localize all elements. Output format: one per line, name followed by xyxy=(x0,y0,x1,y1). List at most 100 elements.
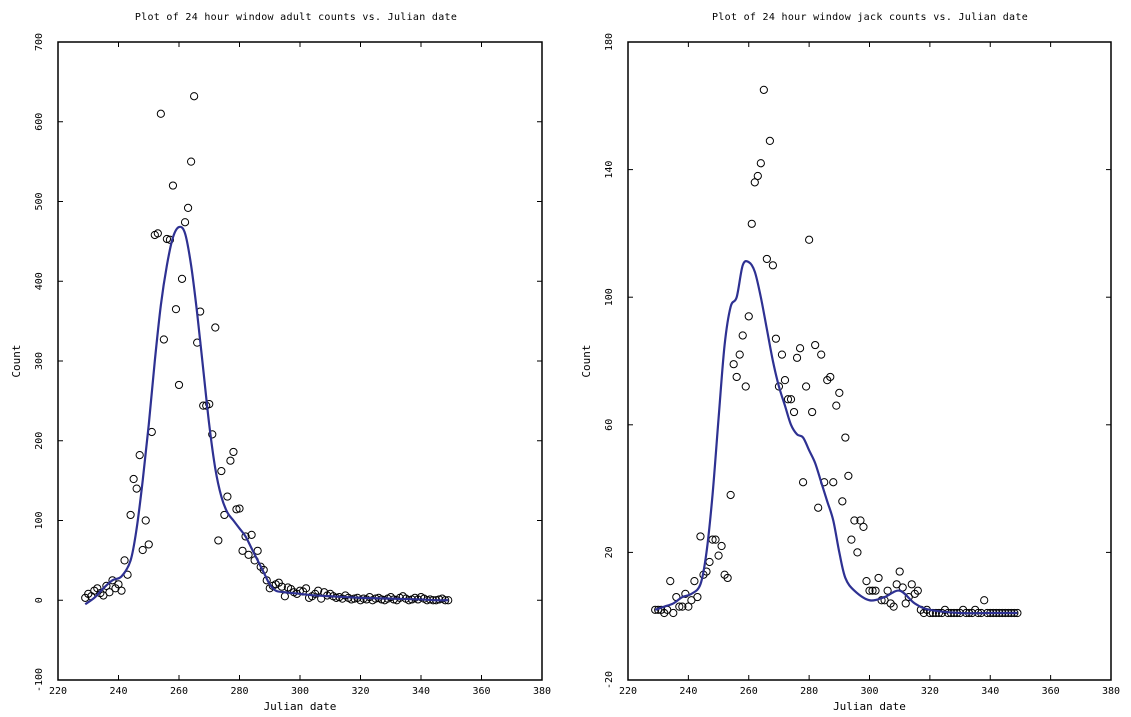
jack-data-point xyxy=(678,602,687,611)
jack-data-point xyxy=(859,522,868,531)
plot-frame xyxy=(57,41,543,681)
jack-data-point xyxy=(862,577,871,586)
x-axis-label: Julian date xyxy=(833,700,906,713)
jack-data-point xyxy=(732,372,741,382)
adult-data-point xyxy=(165,235,175,244)
jack-data-point xyxy=(832,401,841,410)
jack-data-point xyxy=(865,586,874,595)
y-tick-label: 60 xyxy=(604,419,615,431)
x-tick-label: 340 xyxy=(981,686,999,697)
y-tick-label: 20 xyxy=(604,546,615,558)
adult-data-point xyxy=(114,580,123,589)
x-tick-label: 380 xyxy=(533,686,551,697)
adult-data-point xyxy=(208,430,217,439)
adult-data-point xyxy=(168,181,178,190)
adult-data-point xyxy=(244,550,253,559)
adult-data-point xyxy=(174,380,184,390)
x-tick-label: 260 xyxy=(170,686,188,697)
y-axis-label: Count xyxy=(10,344,23,377)
x-tick-label: 260 xyxy=(740,686,758,697)
adult-data-point xyxy=(162,234,171,244)
jack-data-point xyxy=(705,557,714,567)
adult-data-point xyxy=(241,532,250,541)
adult-data-point xyxy=(117,586,126,595)
jack-data-point xyxy=(829,478,838,487)
adult-data-point xyxy=(232,505,241,514)
adult-data-point xyxy=(132,484,141,493)
chart-title: Plot of 24 hour window jack counts vs. J… xyxy=(712,12,1028,23)
adult-data-point xyxy=(156,109,165,118)
jack-data-point xyxy=(675,602,684,611)
x-tick-label: 320 xyxy=(351,686,369,697)
x-tick-label: 280 xyxy=(800,686,818,697)
jack-data-point xyxy=(681,589,690,598)
x-tick-label: 240 xyxy=(679,686,697,697)
jack-data-point xyxy=(808,407,817,417)
y-tick-label: 200 xyxy=(34,432,45,450)
y-tick-label: 700 xyxy=(34,33,45,51)
adult-data-point xyxy=(190,92,199,101)
y-tick-label: 400 xyxy=(34,272,45,290)
jack-data-point xyxy=(980,596,989,605)
adult-counts-chart: Plot of 24 hour window adult counts vs. … xyxy=(10,12,551,713)
y-tick-label: -20 xyxy=(604,671,615,689)
jack-data-point xyxy=(907,580,916,589)
adult-data-point xyxy=(153,229,162,238)
adult-data-point xyxy=(129,474,138,484)
jack-data-point xyxy=(684,602,693,611)
adult-data-point xyxy=(314,586,323,595)
x-tick-label: 320 xyxy=(921,686,939,697)
jack-data-point xyxy=(798,478,808,487)
adult-data-point xyxy=(226,456,235,465)
jack-data-point xyxy=(735,350,744,359)
adult-data-point xyxy=(235,504,244,513)
x-tick-label: 240 xyxy=(109,686,127,697)
jack-counts-chart: Plot of 24 hour window jack counts vs. J… xyxy=(580,12,1120,713)
adult-data-point xyxy=(102,581,111,590)
y-axis-label: Count xyxy=(580,344,593,377)
y-tick-label: 0 xyxy=(34,597,45,603)
jack-data-point xyxy=(889,602,898,611)
jack-data-point xyxy=(835,388,844,397)
jack-data-point xyxy=(753,171,762,181)
jack-data-point xyxy=(750,178,759,187)
adult-data-point xyxy=(126,510,135,520)
y-tick-label: 100 xyxy=(34,511,45,529)
x-tick-label: 220 xyxy=(49,686,67,697)
jack-data-point xyxy=(690,577,699,586)
jack-data-point xyxy=(817,350,826,359)
y-tick-label: 300 xyxy=(34,352,45,370)
jack-data-point xyxy=(771,334,781,343)
jack-data-point xyxy=(792,353,802,362)
adult-data-point xyxy=(187,157,196,166)
x-tick-label: 360 xyxy=(472,686,490,697)
jack-data-point xyxy=(723,573,732,583)
adult-data-point xyxy=(223,492,232,501)
y-tick-label: 100 xyxy=(604,288,615,306)
y-tick-label: 140 xyxy=(604,161,615,179)
adult-data-point xyxy=(105,588,114,597)
adult-data-point xyxy=(135,451,144,460)
adult-data-point xyxy=(211,323,220,332)
jack-data-point xyxy=(805,235,814,244)
jack-data-point xyxy=(777,350,787,359)
jack-data-point xyxy=(856,516,865,525)
adult-data-point xyxy=(301,584,311,593)
jack-data-point xyxy=(814,503,823,512)
x-tick-label: 360 xyxy=(1042,686,1060,697)
jack-data-point xyxy=(883,586,892,595)
jack-data-point xyxy=(696,532,705,541)
jack-data-point xyxy=(744,312,753,321)
jack-data-point xyxy=(762,254,771,264)
jack-data-point xyxy=(738,331,747,340)
jack-data-point xyxy=(726,490,735,500)
jack-data-point xyxy=(783,395,793,404)
adult-smooth-curve xyxy=(84,225,449,606)
adult-data-point xyxy=(347,595,356,604)
jack-data-point xyxy=(711,535,720,544)
chart-title: Plot of 24 hour window adult counts vs. … xyxy=(135,12,457,23)
jack-data-point xyxy=(802,382,811,391)
adult-data-point xyxy=(138,545,147,555)
jack-data-point xyxy=(901,599,910,608)
x-tick-label: 380 xyxy=(1102,686,1120,697)
